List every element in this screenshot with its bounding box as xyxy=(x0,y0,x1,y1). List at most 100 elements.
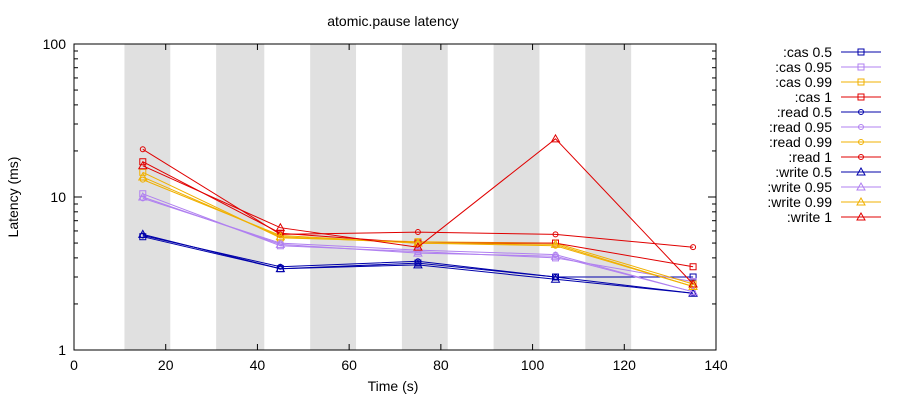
legend-marker xyxy=(857,93,865,101)
data-point xyxy=(414,258,421,265)
legend-marker xyxy=(856,196,866,206)
shaded-band xyxy=(310,44,357,350)
legend-label: :read 1 xyxy=(788,149,832,165)
legend-marker xyxy=(858,154,864,160)
legend-label: :cas 0.99 xyxy=(775,74,832,90)
data-point xyxy=(413,238,423,247)
legend-label: :read 0.99 xyxy=(769,134,832,150)
data-point xyxy=(414,229,421,236)
legend-item: :write 0.5 xyxy=(775,164,881,180)
legend-item: :read 0.5 xyxy=(777,104,881,120)
data-point xyxy=(275,263,286,273)
data-point xyxy=(552,231,559,238)
data-point xyxy=(688,278,698,288)
legend-item: :cas 0.99 xyxy=(775,74,881,90)
y-axis-ticks: 1 10 100 xyxy=(43,36,716,358)
x-tick-label: 140 xyxy=(704,357,728,373)
series-lines xyxy=(137,133,698,297)
data-point xyxy=(139,146,146,153)
data-point xyxy=(137,172,148,181)
legend-label: :write 0.5 xyxy=(775,164,832,180)
legend-label: :write 0.95 xyxy=(767,179,832,195)
series-line xyxy=(142,233,694,294)
data-point xyxy=(413,242,423,251)
shaded-band xyxy=(124,44,171,350)
data-point xyxy=(275,231,286,241)
legend-item: :write 0.95 xyxy=(767,179,881,195)
legend-item: :read 0.95 xyxy=(769,119,881,135)
legend-label: :read 0.95 xyxy=(769,119,832,135)
y-tick-label: 100 xyxy=(43,36,67,52)
data-point xyxy=(688,286,698,296)
data-point xyxy=(275,222,286,232)
legend-marker xyxy=(858,139,864,145)
y-tick-label: 10 xyxy=(50,189,66,205)
shaded-band xyxy=(585,44,632,350)
x-tick-label: 0 xyxy=(70,357,78,373)
legend-marker xyxy=(858,124,864,130)
legend-marker xyxy=(856,181,866,191)
legend-item: :cas 1 xyxy=(795,89,881,105)
x-tick-label: 80 xyxy=(433,357,449,373)
legend-marker xyxy=(857,78,865,86)
legend-label: :write 1 xyxy=(787,209,832,225)
legend-marker xyxy=(857,63,865,71)
data-point xyxy=(275,239,286,248)
y-axis-label: Latency (ms) xyxy=(5,157,21,238)
data-point xyxy=(413,248,423,257)
x-axis-ticks: 0 20 40 60 80 100 120 140 xyxy=(70,44,728,373)
x-tick-label: 100 xyxy=(521,357,545,373)
legend-item: :read 0.99 xyxy=(769,134,881,150)
x-tick-label: 20 xyxy=(158,357,174,373)
shaded-band xyxy=(493,44,540,350)
legend-item: :cas 0.5 xyxy=(783,44,881,60)
x-axis-label: Time (s) xyxy=(368,378,419,394)
data-point xyxy=(550,239,561,248)
legend-marker xyxy=(857,48,865,56)
data-point xyxy=(137,229,148,238)
data-point xyxy=(413,259,423,269)
legend-marker xyxy=(856,166,866,176)
x-tick-label: 120 xyxy=(613,357,637,373)
y-tick-label: 1 xyxy=(58,342,66,358)
data-point xyxy=(690,244,697,251)
data-point xyxy=(139,233,147,241)
legend-item: :cas 0.95 xyxy=(775,59,881,75)
legend-label: :write 0.99 xyxy=(767,194,832,210)
series xyxy=(137,133,698,288)
legend-label: :cas 0.5 xyxy=(783,44,832,60)
data-point xyxy=(550,274,561,283)
legend-label: :cas 0.95 xyxy=(775,59,832,75)
series-line xyxy=(142,196,694,293)
series xyxy=(139,146,697,251)
series-line xyxy=(142,148,694,248)
legend-item: :write 0.99 xyxy=(767,194,881,210)
data-point xyxy=(139,190,147,198)
data-point xyxy=(689,263,697,271)
legend-marker xyxy=(856,211,866,221)
series xyxy=(137,229,698,297)
shaded-bands xyxy=(124,44,632,350)
data-point xyxy=(550,251,561,260)
legend-item: :write 1 xyxy=(787,209,881,225)
chart-title: atomic.pause latency xyxy=(327,13,459,29)
data-point xyxy=(688,281,698,291)
shaded-band xyxy=(401,44,448,350)
data-point xyxy=(688,288,698,297)
shaded-band xyxy=(216,44,265,350)
legend-marker xyxy=(858,109,864,115)
x-tick-label: 40 xyxy=(250,357,266,373)
data-point xyxy=(137,191,148,201)
data-point xyxy=(139,168,147,176)
data-point xyxy=(550,133,561,143)
series-line xyxy=(142,171,694,285)
legend-item: :read 1 xyxy=(788,149,881,165)
series-line xyxy=(142,138,694,285)
series-line xyxy=(142,236,694,278)
data-point xyxy=(137,160,148,170)
legend: :cas 0.5:cas 0.95:cas 0.99:cas 1:read 0.… xyxy=(767,44,881,225)
x-tick-label: 60 xyxy=(341,357,357,373)
legend-label: :cas 1 xyxy=(795,89,833,105)
series xyxy=(137,191,698,296)
